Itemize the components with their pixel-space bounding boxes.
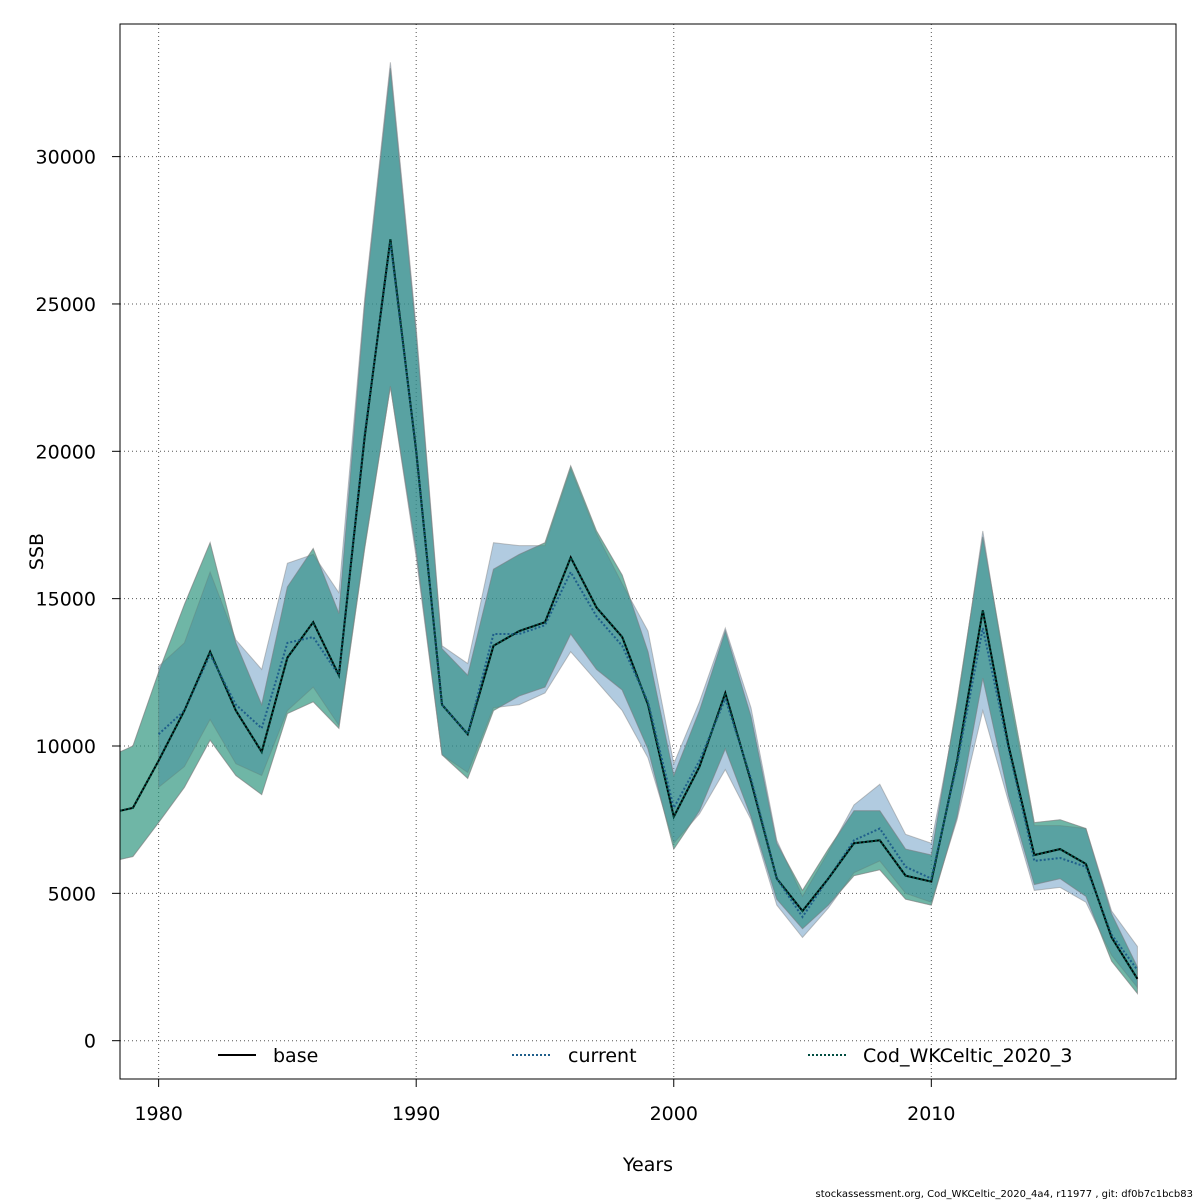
x-tick-label-1980: 1980 bbox=[134, 1103, 182, 1125]
band-base bbox=[119, 68, 1138, 995]
y-axis-title: SSB bbox=[26, 533, 48, 570]
band-Cod_WKCeltic_2020_3 bbox=[119, 68, 1138, 995]
y-tick-label-0: 0 bbox=[84, 1031, 96, 1053]
legend-label-cod-wkceltic: Cod_WKCeltic_2020_3 bbox=[863, 1045, 1073, 1067]
x-axis-title: Years bbox=[622, 1154, 673, 1176]
y-axis-ticks: 0 5000 10000 15000 20000 25000 30000 bbox=[36, 147, 120, 1053]
y-tick-label-25000: 25000 bbox=[36, 294, 96, 316]
band-current bbox=[158, 62, 1138, 990]
x-axis-ticks: 1980 1990 2000 2010 bbox=[134, 1078, 955, 1125]
series-lines bbox=[119, 238, 1139, 980]
y-tick-label-20000: 20000 bbox=[36, 441, 96, 463]
line-current bbox=[157, 241, 1139, 971]
x-tick-label-1990: 1990 bbox=[392, 1103, 440, 1125]
y-tick-label-10000: 10000 bbox=[36, 736, 96, 758]
grid-lines bbox=[120, 24, 1176, 1079]
y-tick-label-30000: 30000 bbox=[36, 147, 96, 169]
confidence-bands bbox=[119, 62, 1138, 995]
line-Cod_WKCeltic_2020_3 bbox=[119, 238, 1139, 980]
legend: base current Cod_WKCeltic_2020_3 bbox=[218, 1045, 1073, 1067]
x-tick-label-2010: 2010 bbox=[907, 1103, 955, 1125]
x-tick-label-2000: 2000 bbox=[650, 1103, 698, 1125]
y-tick-label-15000: 15000 bbox=[36, 589, 96, 611]
legend-label-current: current bbox=[568, 1045, 637, 1067]
plot-frame bbox=[119, 23, 1177, 1080]
legend-label-base: base bbox=[273, 1045, 318, 1067]
y-tick-label-5000: 5000 bbox=[48, 883, 96, 905]
footer-credit: stockassessment.org, Cod_WKCeltic_2020_4… bbox=[816, 1189, 1193, 1200]
